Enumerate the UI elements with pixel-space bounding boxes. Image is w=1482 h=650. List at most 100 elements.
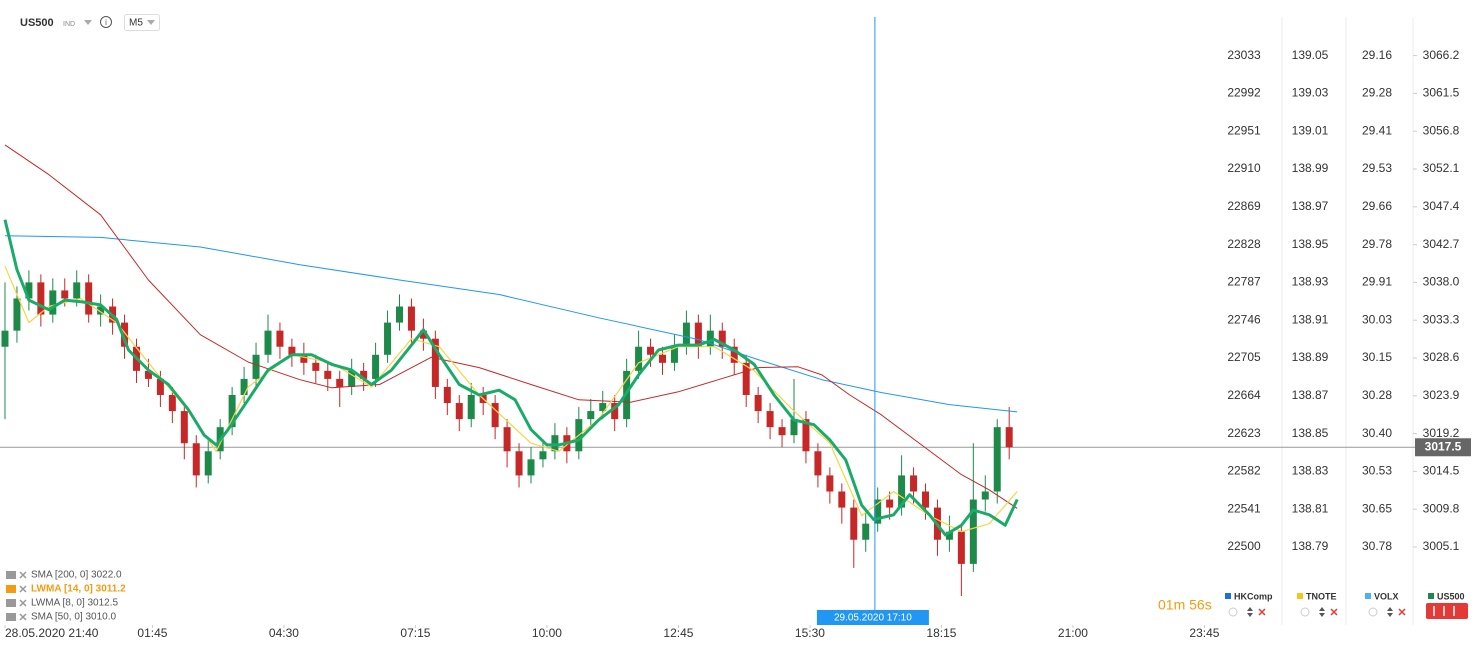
eye-icon[interactable] (1228, 607, 1238, 617)
scale-tick-label: 22992 (1227, 86, 1261, 100)
timeframe[interactable]: M5 (129, 18, 143, 29)
legend-remove[interactable] (19, 571, 27, 579)
candle-body (838, 491, 846, 508)
candle-body (587, 411, 595, 420)
sort-icon[interactable] (1247, 607, 1253, 617)
y-tick-label: 3066.2 (1423, 48, 1460, 62)
sort-icon[interactable] (1387, 607, 1393, 617)
candle-body (360, 370, 368, 379)
candle-body (957, 531, 965, 564)
scale-color (1225, 593, 1231, 599)
candle-body (694, 322, 702, 347)
candle-body (647, 346, 655, 355)
scale-name[interactable]: TNOTE (1306, 591, 1337, 601)
active-scale-icon (1433, 606, 1455, 616)
candle-body (766, 411, 774, 428)
indicator-line (3, 219, 1019, 537)
scale-name[interactable]: HKComp (1234, 591, 1273, 601)
candle-body (742, 362, 750, 395)
scale-tick-label: 30.53 (1362, 464, 1392, 478)
scale-name[interactable]: US500 (1437, 591, 1465, 601)
legend-remove[interactable] (19, 613, 27, 621)
candle-body (336, 378, 344, 387)
candle-body (670, 346, 678, 363)
x-tick-label: 28.05.2020 21:40 (5, 626, 99, 640)
scale-tick-label: 138.93 (1292, 275, 1329, 289)
candle-body (826, 475, 834, 492)
x-tick-label: 01:45 (137, 626, 167, 640)
candle-body (718, 330, 726, 347)
candle-body (551, 435, 559, 452)
legend-entry[interactable]: SMA [50, 0] 3010.0 (31, 612, 116, 623)
remove-icon[interactable] (1330, 608, 1338, 616)
candle-body (981, 491, 989, 500)
scale-tick-label: 30.65 (1362, 501, 1392, 515)
candle-body (635, 346, 643, 371)
info-icon[interactable] (100, 16, 112, 28)
scale-tick-label: 29.28 (1362, 86, 1392, 100)
scale-tick-label: 22869 (1227, 199, 1261, 213)
sort-icon[interactable] (1319, 607, 1325, 617)
x-tick-label: 18:15 (926, 626, 956, 640)
legend-icon[interactable] (6, 571, 16, 579)
candle-body (252, 354, 260, 379)
legend-remove[interactable] (19, 585, 27, 593)
eye-icon[interactable] (1368, 607, 1378, 617)
legend-icon[interactable] (6, 613, 16, 621)
legend-entry[interactable]: LWMA [8, 0] 3012.5 (31, 598, 119, 609)
scale-tick-label: 30.03 (1362, 312, 1392, 326)
scale-tick-label: 22664 (1227, 388, 1261, 402)
eye-icon[interactable] (1300, 607, 1310, 617)
scale-name[interactable]: VOLX (1374, 591, 1399, 601)
candle-body (168, 394, 176, 412)
y-tick-label: 3047.4 (1423, 199, 1460, 213)
legend-icon[interactable] (6, 585, 16, 593)
legend-remove[interactable] (19, 599, 27, 607)
scale-tick-label: 139.03 (1292, 86, 1329, 100)
candle-body (754, 394, 762, 412)
scale-tick-label: 29.16 (1362, 48, 1392, 62)
plot (0, 144, 1415, 597)
legend-entry[interactable]: SMA [200, 0] 3022.0 (31, 570, 122, 581)
info-i: i (105, 18, 107, 27)
symbol[interactable]: US500 (20, 17, 54, 29)
candle-body (599, 403, 607, 412)
candle-body (659, 354, 667, 363)
scale-tick-label: 30.40 (1362, 426, 1392, 440)
candle-body (611, 403, 619, 420)
candle-body (850, 507, 858, 540)
candle-body (874, 499, 882, 524)
candle-body (802, 419, 810, 452)
candle-body (276, 330, 284, 347)
legend-entry[interactable]: LWMA [14, 0] 3011.2 (31, 584, 126, 595)
candle-body (144, 370, 152, 379)
timeframe-box[interactable] (124, 14, 160, 31)
remove-icon[interactable] (1398, 608, 1406, 616)
timer: 01m 56s (1158, 597, 1212, 613)
timeframe-arrow (147, 20, 155, 25)
candle-body (300, 354, 308, 363)
scale-tick-label: 22746 (1227, 312, 1261, 326)
active-scale-button[interactable] (1426, 603, 1468, 619)
scale-color (1365, 593, 1371, 599)
candle-body (156, 378, 164, 395)
x-tick-label: 07:15 (400, 626, 430, 640)
legend-icon[interactable] (6, 599, 16, 607)
y-tick-label: 3061.5 (1423, 86, 1460, 100)
scale-tick-label: 138.79 (1292, 539, 1329, 553)
candle-body (13, 298, 21, 331)
candle-body (73, 282, 81, 299)
candle-body (455, 403, 463, 420)
candle-body (264, 330, 272, 355)
candle-body (395, 306, 403, 323)
scale-tick-label: 29.78 (1362, 237, 1392, 251)
y-tick-label: 3009.8 (1423, 501, 1460, 515)
x-tick-label: 21:00 (1058, 626, 1088, 640)
dropdown-arrow[interactable] (84, 20, 92, 25)
scale-tick-label: 22500 (1227, 539, 1261, 553)
scale-tick-label: 29.41 (1362, 123, 1392, 137)
candle-body (204, 451, 212, 476)
remove-icon[interactable] (1258, 608, 1266, 616)
